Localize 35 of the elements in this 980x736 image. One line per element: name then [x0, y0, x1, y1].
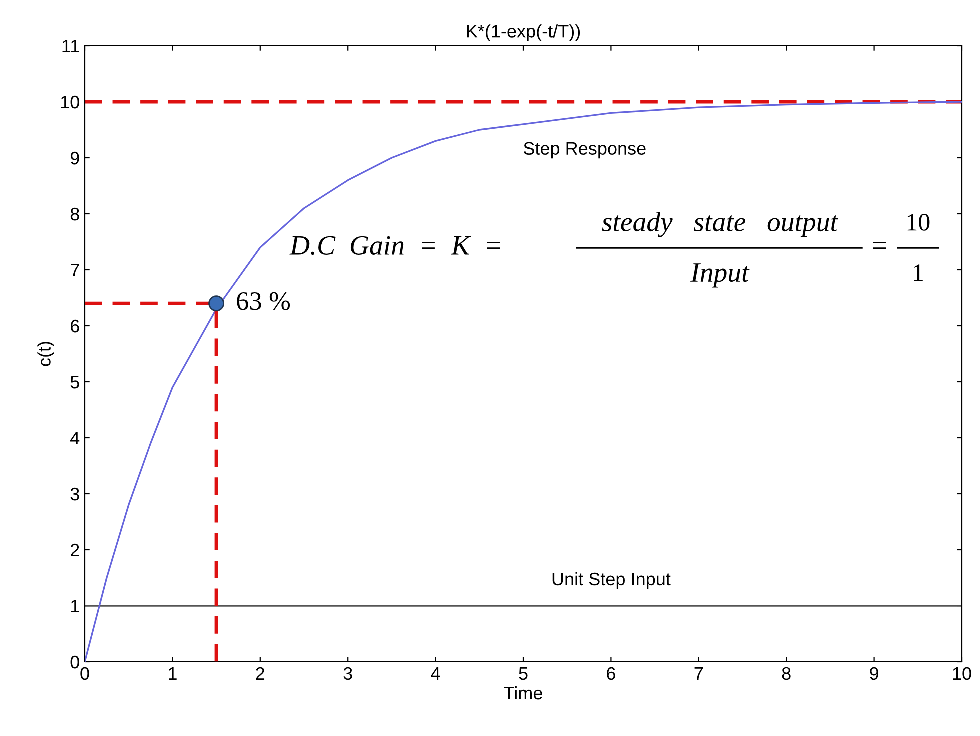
x-tick-label: 8	[782, 667, 791, 680]
y-axis-title: c(t)	[38, 342, 54, 366]
y-tick-label: 8	[70, 208, 80, 221]
x-tick-label: 1	[169, 668, 177, 680]
y-tick-label: 7	[71, 264, 80, 277]
x-tick-label: 10	[953, 667, 972, 680]
annotation: 10	[908, 214, 930, 231]
x-tick-label: 0	[80, 667, 90, 680]
annotation: Input	[690, 264, 750, 288]
series-label: Step Response	[524, 142, 646, 159]
annotation: 1	[914, 264, 923, 282]
annotation: steady state output	[602, 212, 839, 238]
y-tick-label: 0	[70, 656, 80, 669]
annotation: D.C Gain = K =	[290, 236, 500, 256]
y-tick-label: 2	[71, 544, 80, 557]
x-axis-title: Time	[504, 686, 542, 700]
x-tick-label: 3	[344, 667, 352, 680]
y-tick-label: 9	[70, 152, 80, 165]
annotation: 63 %	[237, 292, 290, 310]
x-tick-label: 7	[694, 668, 704, 680]
y-tick-label: 10	[61, 96, 80, 109]
x-tick-label: 2	[256, 667, 265, 680]
y-tick-label: 4	[70, 432, 80, 445]
y-tick-label: 5	[70, 376, 80, 389]
y-tick-label: 6	[71, 320, 80, 333]
y-tick-label: 3	[70, 488, 80, 501]
y-tick-label: 11	[62, 40, 80, 53]
y-tick-label: 1	[71, 600, 80, 613]
ref-line-label: Unit Step Input	[552, 572, 671, 590]
annotation: =	[873, 242, 886, 249]
x-tick-label: 4	[431, 668, 440, 680]
x-tick-label: 9	[870, 667, 878, 680]
chart-title: K*(1-exp(-t/T))	[467, 24, 580, 42]
x-tick-label: 6	[607, 667, 616, 680]
x-tick-label: 5	[519, 668, 528, 680]
